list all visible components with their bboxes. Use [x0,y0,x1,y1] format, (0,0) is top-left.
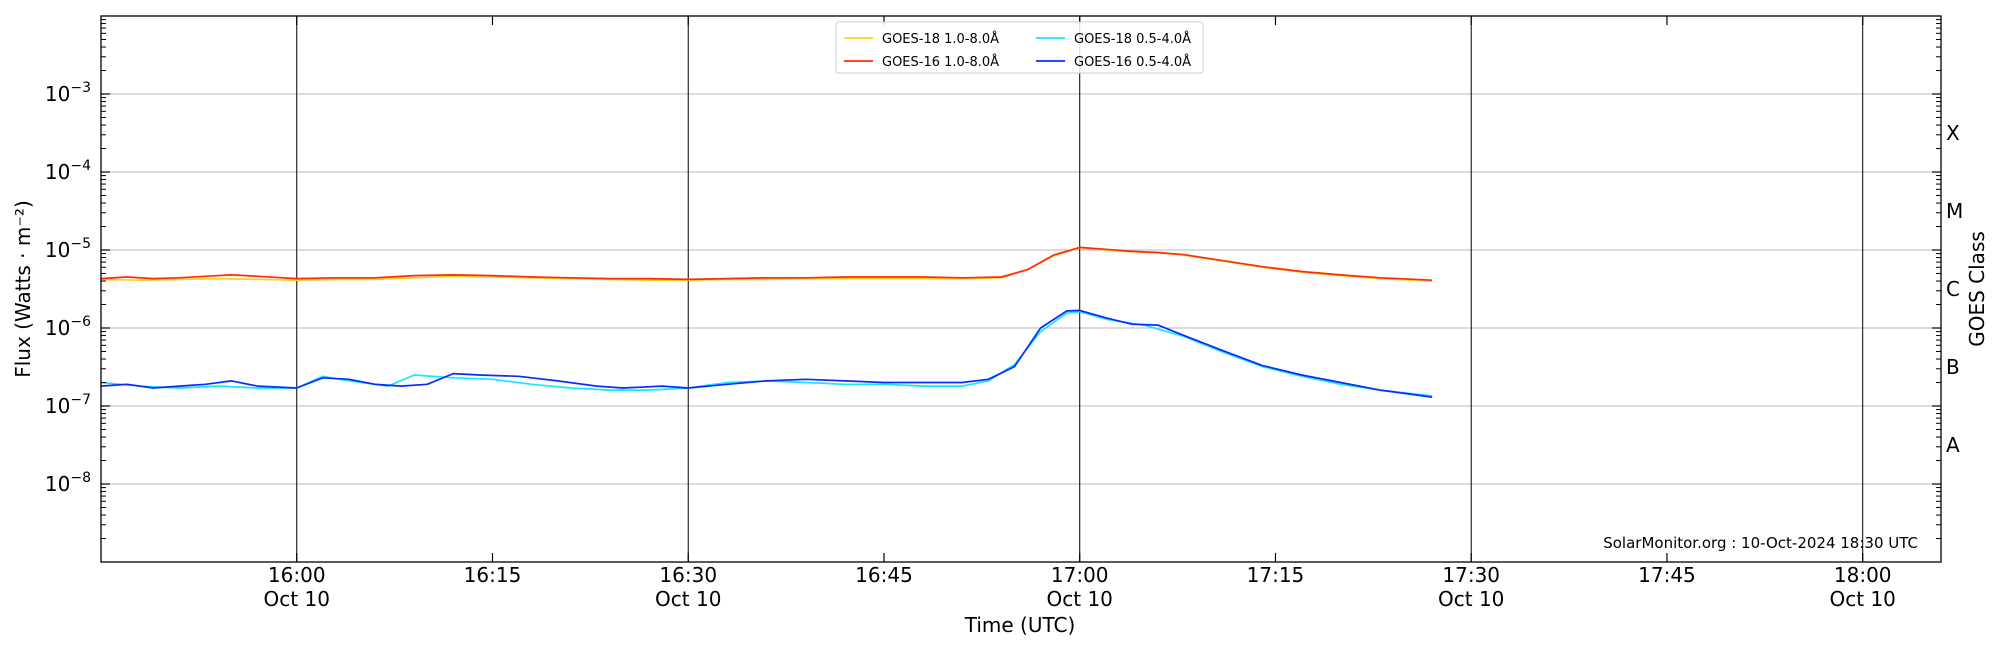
y-tick-label: 10−6 [45,314,91,340]
goes-class-labels: A B C M X [1946,121,1963,457]
x-tick-date-label: Oct 10 [1830,587,1896,611]
y-tick-label: 10−7 [45,392,91,418]
grid [101,16,1941,562]
y-tick-label: 10−3 [45,80,91,106]
x-tick-time-label: 16:00 [268,563,326,587]
y-axis-title: Flux (Watts · m⁻²) [11,200,35,378]
y-tick-label: 10−8 [45,470,91,496]
legend-label: GOES-16 0.5-4.0Å [1074,54,1191,70]
axis-ticks [101,16,1941,562]
x-tick-date-label: Oct 10 [264,587,330,611]
credit-annotation: SolarMonitor.org : 10-Oct-2024 18:30 UTC [1603,534,1918,552]
x-tick-date-label: Oct 10 [1438,587,1504,611]
x-tick-time-label: 18:00 [1834,563,1892,587]
x-tick-time-label: 17:00 [1051,563,1109,587]
x-tick-date-label: Oct 10 [1047,587,1113,611]
goes-class-label: C [1946,277,1960,301]
series-line-0 [100,246,1433,282]
goes-class-label: A [1946,433,1960,457]
goes-class-label: M [1946,199,1963,223]
legend-label: GOES-16 1.0-8.0Å [882,54,999,70]
legend-box [835,21,1204,74]
y-tick-label: 10−4 [45,158,91,184]
y-tick-labels: 10−8 10−7 10−6 10−5 10−4 10−3 [45,80,91,496]
legend-label: GOES-18 0.5-4.0Å [1074,31,1191,47]
x-axis-title: Time (UTC) [964,613,1076,637]
series-line-2 [100,310,1433,397]
series-line-3 [100,309,1433,398]
goes-class-label: B [1946,355,1960,379]
x-tick-time-label: 17:30 [1442,563,1500,587]
series-line-1 [100,246,1433,282]
legend-label: GOES-18 1.0-8.0Å [882,31,999,47]
legend: GOES-18 1.0-8.0Å GOES-18 0.5-4.0Å GOES-16 … [835,21,1204,74]
x-tick-time-label: 17:45 [1638,563,1696,587]
x-tick-time-label: 17:15 [1247,563,1305,587]
series-lines [100,246,1433,398]
right-axis-title: GOES Class [1965,231,1989,347]
x-tick-time-label: 16:15 [464,563,522,587]
plot-frame [100,15,1942,563]
y-tick-label: 10−5 [45,236,91,262]
x-tick-time-label: 16:30 [659,563,717,587]
x-tick-date-label: Oct 10 [655,587,721,611]
goes-class-label: X [1946,121,1960,145]
x-tick-time-label: 16:45 [855,563,913,587]
